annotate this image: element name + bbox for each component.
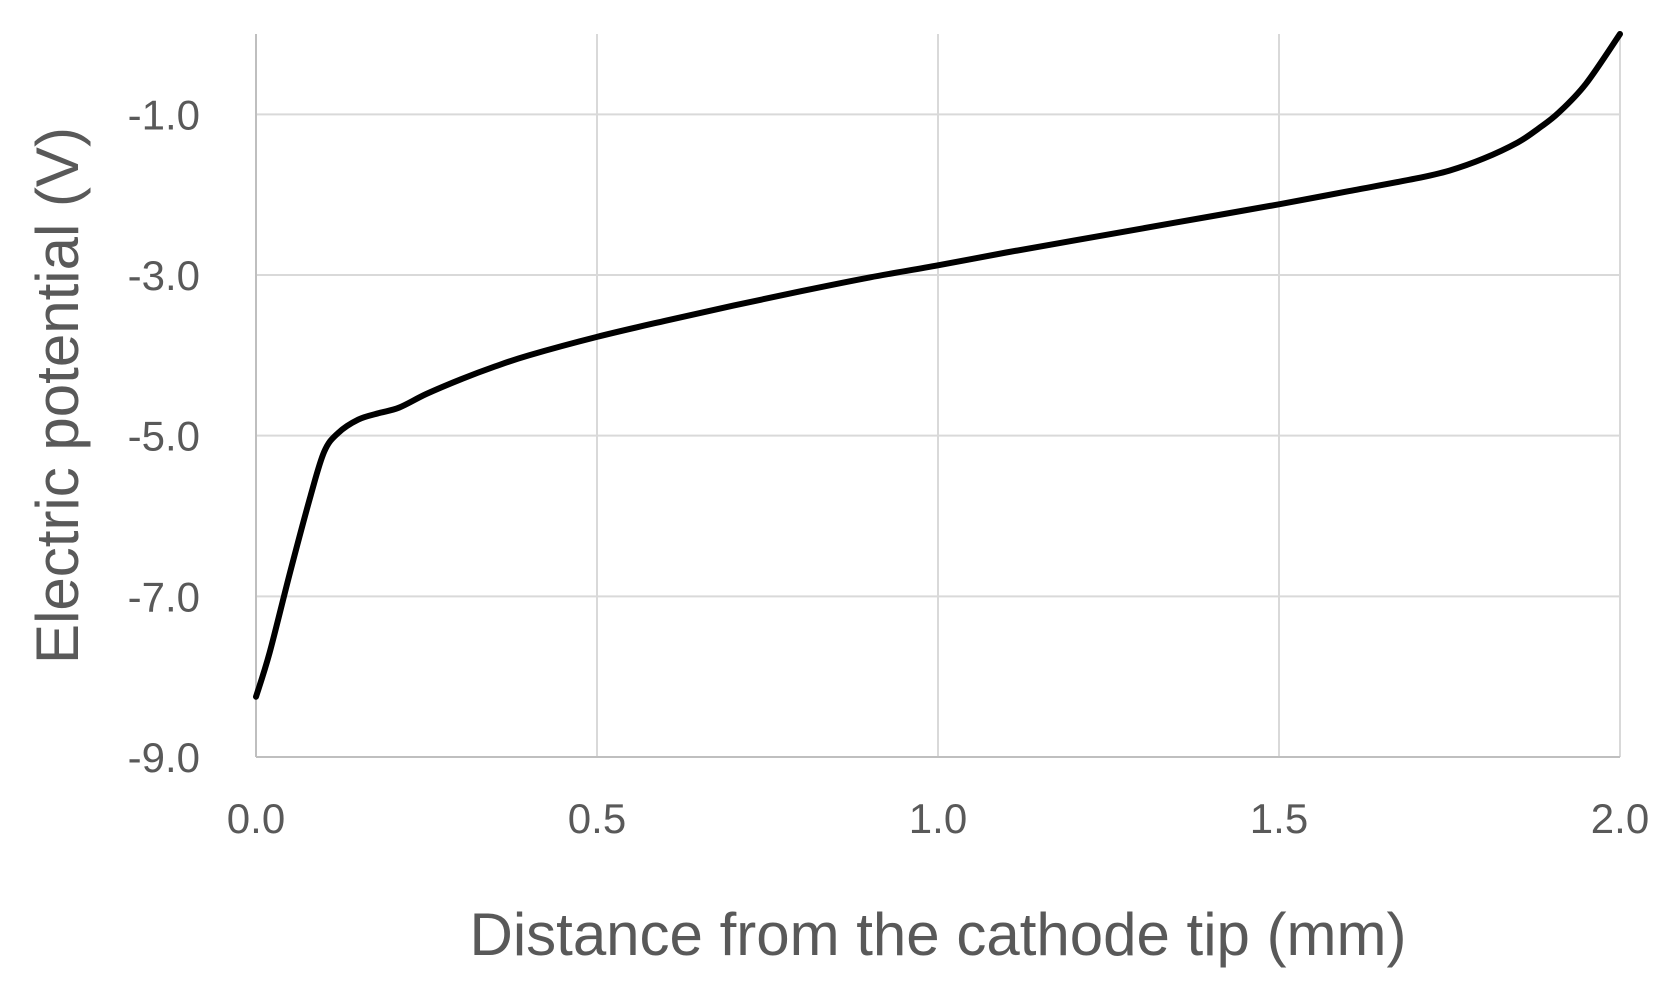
axes-layer bbox=[255, 34, 1620, 758]
x-tick-label: 0.5 bbox=[568, 795, 626, 842]
y-tick-label: -7.0 bbox=[128, 573, 200, 620]
x-axis-title: Distance from the cathode tip (mm) bbox=[469, 901, 1406, 968]
x-tick-label: 0.0 bbox=[227, 795, 285, 842]
series-line bbox=[253, 31, 1623, 700]
x-tick-label: 1.5 bbox=[1250, 795, 1308, 842]
x-tick-label: 1.0 bbox=[909, 795, 967, 842]
y-tick-label: -3.0 bbox=[128, 252, 200, 299]
x-tick-label: 2.0 bbox=[1591, 795, 1649, 842]
ticks-layer: 0.0 0.5 1.0 1.5 2.0 -9.0 -7.0 -5.0 -3.0 -1.0 bbox=[128, 91, 1650, 842]
y-axis-title: Electric potential (V) bbox=[24, 127, 91, 664]
y-tick-label: -1.0 bbox=[128, 91, 200, 138]
y-tick-label: -9.0 bbox=[128, 734, 200, 781]
y-tick-label: -5.0 bbox=[128, 413, 200, 460]
series-layer bbox=[253, 31, 1623, 700]
grid-layer bbox=[256, 34, 1621, 757]
